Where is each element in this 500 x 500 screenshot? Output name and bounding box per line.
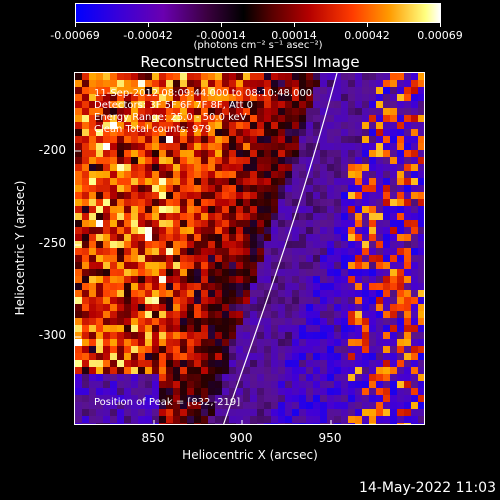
plot-title: Reconstructed RHESSI Image — [140, 53, 360, 71]
x-axis-label: Heliocentric X (arcsec) — [182, 448, 318, 462]
colorbar-tick — [148, 23, 149, 27]
x-tick-label: 950 — [318, 431, 342, 445]
colorbar-tick-label: 0.00042 — [344, 29, 390, 42]
colorbar-tick — [75, 23, 76, 27]
plot-overlay — [75, 73, 338, 424]
colorbar-gradient — [76, 4, 440, 22]
info-detectors: Detectors: 3F 5F 6F 7F 8F, Att 0 — [94, 100, 254, 111]
y-tick-label: -200 — [38, 143, 66, 157]
colorbar-tick-label: 0.00014 — [271, 29, 317, 42]
x-tick-label: 850 — [141, 431, 165, 445]
solar-limb-line — [223, 73, 338, 424]
colorbar-tick — [294, 23, 295, 27]
colorbar-tick — [367, 23, 368, 27]
image-plot — [74, 72, 425, 425]
info-energy-range: Energy Range: 25.0 - 50.0 keV — [94, 112, 247, 123]
info-clean-counts: Clean Total counts: 979 — [94, 124, 212, 135]
x-tick-label: 900 — [229, 431, 253, 445]
colorbar-tick — [221, 23, 222, 27]
colorbar-tick — [440, 23, 441, 27]
colorbar-tick-label: -0.00069 — [50, 29, 100, 42]
y-tick-label: -250 — [38, 236, 66, 250]
info-time-range: 11-Sep-2012 08:09:44.000 to 08:10:48.000 — [94, 88, 313, 99]
rhessi-image-map — [75, 73, 424, 424]
colorbar-tick-label: -0.00014 — [196, 29, 246, 42]
colorbar-tick-label: -0.00042 — [123, 29, 173, 42]
colorbar-units: (photons cm⁻² s⁻¹ asec⁻²) — [193, 40, 323, 51]
footer-date: 14-May-2022 11:03 — [358, 480, 496, 496]
colorbar — [75, 3, 441, 23]
colorbar-tick-label: 0.00069 — [417, 29, 463, 42]
info-peak-position: Position of Peak = [832,-219] — [94, 397, 241, 408]
y-axis-label: Heliocentric Y (arcsec) — [13, 180, 27, 316]
y-tick-label: -300 — [38, 328, 66, 342]
